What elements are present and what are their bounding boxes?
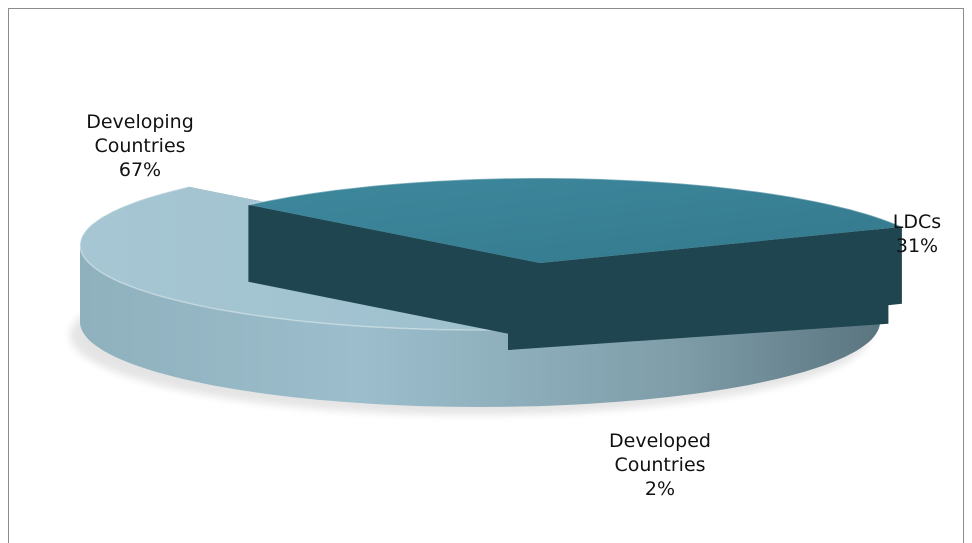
slice-rim-highlight (248, 177, 903, 228)
slice-top-face (248, 178, 902, 263)
slice-cut-face-start (248, 204, 540, 340)
data-label-developing-countries: Developing Countries 67% (86, 111, 194, 181)
pie-slice-ldcs (248, 177, 903, 340)
chart-frame (8, 8, 964, 543)
slice-cut-face-end (540, 226, 902, 340)
slice-side-wall (80, 245, 880, 407)
data-label-ldcs: LDCs 31% (893, 211, 941, 257)
data-label-developed-countries: Developed Countries 2% (609, 430, 711, 500)
